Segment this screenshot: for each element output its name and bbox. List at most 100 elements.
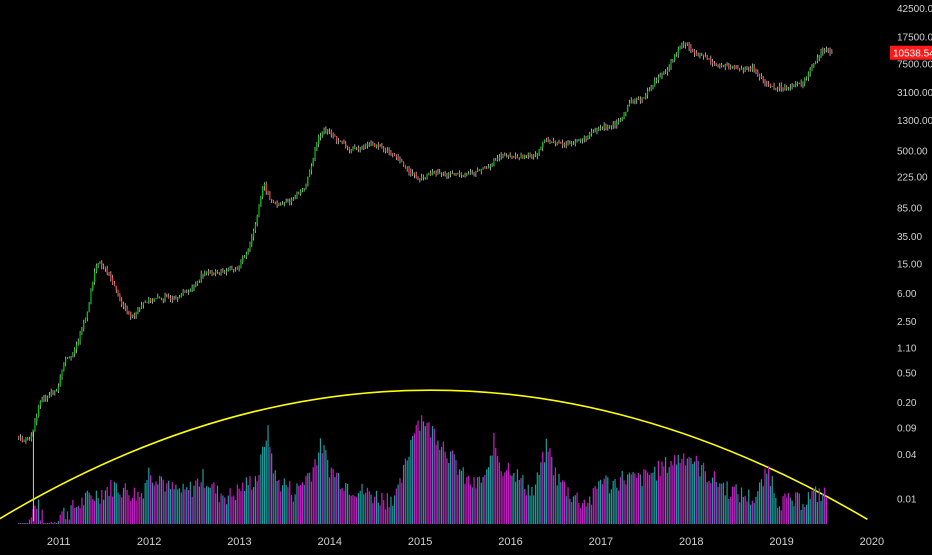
volume-bar xyxy=(299,484,302,524)
volume-bar xyxy=(439,449,441,524)
volume-bar xyxy=(258,474,260,524)
volume-bar xyxy=(717,486,719,524)
candle-up xyxy=(751,67,753,70)
candle-up xyxy=(520,154,522,159)
candle-down xyxy=(433,171,435,174)
candle-down xyxy=(18,435,20,438)
candle-up xyxy=(23,439,25,442)
candle-down xyxy=(337,140,340,142)
candle-up xyxy=(677,48,679,54)
candle-up xyxy=(204,273,206,275)
volume-bar xyxy=(25,523,27,524)
volume-bar xyxy=(605,475,607,524)
volume-bar xyxy=(778,506,781,524)
volume-bar xyxy=(95,490,97,524)
volume-bar xyxy=(621,470,623,524)
volume-bar xyxy=(128,495,130,524)
candle-down xyxy=(757,71,759,75)
candle-up xyxy=(446,174,448,176)
volume-bar xyxy=(802,504,804,524)
candle-down xyxy=(829,51,831,53)
volume-bar xyxy=(522,474,524,524)
candle-down xyxy=(762,76,764,80)
candle-down xyxy=(117,289,119,295)
candle-up xyxy=(19,437,22,439)
candle-down xyxy=(706,56,708,59)
volume-bar xyxy=(455,460,457,524)
candle-down xyxy=(740,68,743,70)
candle-down xyxy=(113,283,116,286)
volume-curve-layer xyxy=(0,389,868,521)
volume-bar xyxy=(97,498,99,524)
candle-down xyxy=(713,63,716,65)
candle-up xyxy=(95,265,97,272)
volume-bar xyxy=(186,487,188,524)
candle-down xyxy=(831,52,833,54)
x-tick-label: 2012 xyxy=(137,536,161,548)
candle-up xyxy=(431,171,434,176)
volume-bar xyxy=(390,496,392,524)
y-tick-label: 1300.00 xyxy=(897,116,932,127)
volume-bar xyxy=(764,468,766,524)
candle-up xyxy=(543,139,546,143)
candle-up xyxy=(195,283,197,286)
volume-bar xyxy=(413,433,416,524)
volume-bar xyxy=(556,485,558,524)
candle-down xyxy=(692,49,694,52)
volume-bar xyxy=(112,496,114,524)
volume-bar xyxy=(417,420,419,524)
candle-up xyxy=(50,391,52,396)
candle-up xyxy=(234,269,237,271)
volume-bar xyxy=(666,472,669,524)
volume-bar xyxy=(45,523,47,524)
volume-bar xyxy=(518,479,520,524)
candle-up xyxy=(198,279,200,282)
volume-bar xyxy=(444,451,446,524)
volume-bar xyxy=(646,472,649,524)
candle-up xyxy=(549,142,551,144)
volume-bar xyxy=(760,479,762,524)
candle-down xyxy=(733,65,735,69)
volume-bar xyxy=(122,487,125,524)
volume-bar xyxy=(791,500,793,524)
volume-bar xyxy=(348,494,350,524)
volume-bar xyxy=(599,479,602,524)
candle-up xyxy=(652,85,654,88)
candle-down xyxy=(822,49,824,52)
candle-up xyxy=(144,301,146,303)
candle-down xyxy=(124,306,126,309)
volume-bar xyxy=(137,491,139,524)
candle-down xyxy=(377,144,379,147)
volume-bar xyxy=(574,495,576,524)
volume-bar xyxy=(675,464,678,524)
candle-up xyxy=(811,67,813,70)
candle-down xyxy=(341,140,343,143)
candle-up xyxy=(619,119,622,122)
candle-up xyxy=(448,173,450,175)
x-tick-label: 2017 xyxy=(589,536,613,548)
candle-up xyxy=(84,317,87,323)
volume-bar xyxy=(292,501,294,524)
candle-up xyxy=(305,186,307,189)
candle-up xyxy=(213,273,215,275)
volume-bar xyxy=(688,456,690,524)
candle-up xyxy=(310,166,313,171)
volume-bar xyxy=(601,484,603,524)
volume-bar xyxy=(267,425,269,524)
x-tick-label: 2013 xyxy=(227,536,251,548)
candle-down xyxy=(632,100,634,102)
candle-down xyxy=(449,173,452,175)
candle-down xyxy=(701,53,703,55)
candle-up xyxy=(598,128,600,130)
volume-bar xyxy=(590,504,593,524)
volume-bar xyxy=(515,481,517,524)
volume-bar xyxy=(184,489,186,524)
volume-bar xyxy=(813,488,815,524)
volume-bar xyxy=(695,455,697,524)
volume-bar xyxy=(207,487,210,524)
volume-bar xyxy=(155,481,157,524)
candle-up xyxy=(498,156,500,159)
volume-bar xyxy=(558,473,560,524)
